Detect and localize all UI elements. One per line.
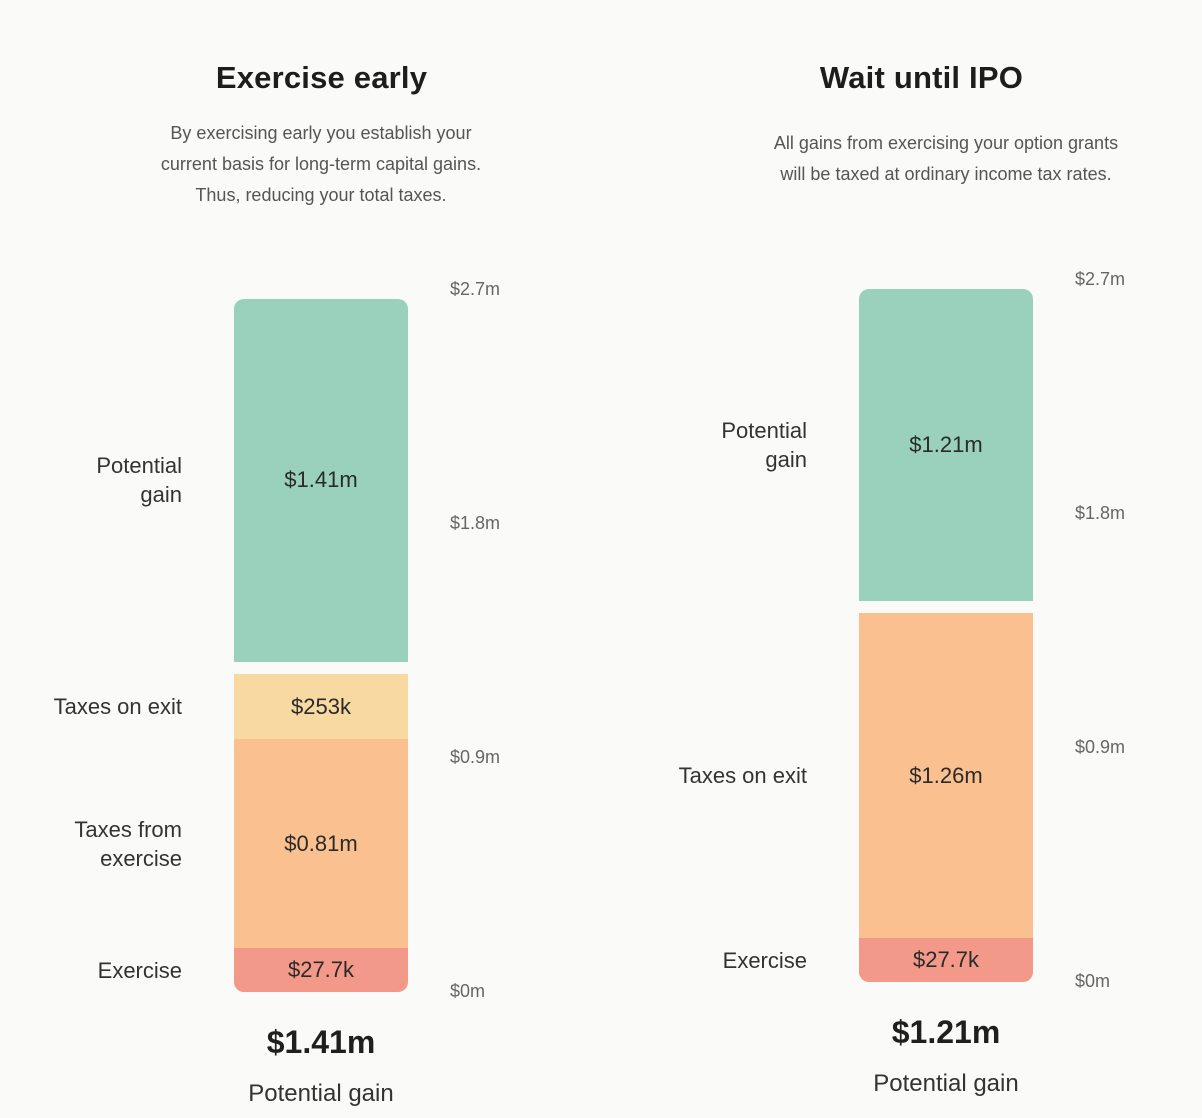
bar-value-label: $27.7k [912,947,980,972]
subtitle-line: will be taxed at ordinary income tax rat… [780,164,1112,184]
bar-value-label: $1.41m [284,467,358,493]
chart-subtitle: By exercising early you establish your cu… [110,118,532,211]
bar-segment-potential-gain: $1.21m [859,289,1033,602]
segment-label-line: Taxes from [74,816,182,842]
bar-segment-taxes-on-exit: $1.26m [859,613,1033,938]
y-tick-label: $2.7m [1075,269,1126,289]
bar-value-label: $0.81m [284,830,358,856]
total-label: Potential gain [248,1080,394,1107]
y-tick-label: $2.7m [450,279,501,299]
bar-segment-exercise: $27.7k [234,948,408,992]
bar-segment-exercise: $27.7k [859,938,1033,982]
segment-label: Taxes on exit [627,761,807,790]
subtitle-line: current basis for long-term capital gain… [160,154,482,174]
segment-label-line: exercise [100,845,182,871]
segment-label: Exercise [627,946,807,975]
segment-label: Potential gain [2,451,182,509]
y-tick-label: $0m [450,981,486,1001]
y-tick-label: $1.8m [450,513,501,533]
segment-label: Exercise [2,956,182,985]
total-value: $1.21m [891,1014,1001,1050]
segment-label-line: Exercise [97,957,182,983]
bar-value-label: $27.7k [287,957,355,982]
segment-label-line: gain [140,482,182,508]
chart-wait-until-ipo: Wait until IPO All gains from exercising … [625,0,1202,1118]
bar-value-label: $253k [291,693,351,719]
segment-label: Potential gain [627,416,807,474]
segment-label-line: Taxes on exit [678,763,807,789]
y-tick-label: $0m [1075,971,1111,991]
y-tick-label: $1.8m [1075,503,1126,523]
chart-title: Exercise early [215,60,428,95]
segment-label: Taxes on exit [2,692,182,721]
segment-label-line: Potential [721,418,807,444]
subtitle-line: By exercising early you establish your [170,123,472,143]
bar-segment-potential-gain: $1.41m [234,298,408,662]
bar-value-label: $1.26m [909,762,983,788]
y-tick-label: $0.9m [1075,737,1126,757]
total-label: Potential gain [873,1070,1019,1097]
segment-label-line: Exercise [722,947,807,973]
segment-label-line: gain [765,447,807,473]
subtitle-line: All gains from exercising your option gr… [773,133,1119,153]
segment-label-line: Taxes on exit [53,694,182,720]
bar-segment-taxes-on-exit: $253k [234,673,408,740]
y-tick-label: $0.9m [450,747,501,767]
bar-segment-taxes-from-exercise: $0.81m [234,739,408,948]
bar-value-label: $1.21m [909,432,983,458]
segment-label: Taxes from exercise [2,815,182,873]
chart-subtitle: All gains from exercising your option gr… [739,128,1153,190]
total-value: $1.41m [266,1024,376,1060]
subtitle-line: Thus, reducing your total taxes. [195,185,447,205]
chart-exercise-early: Exercise early By exercising early you es… [2,60,532,1107]
segment-label-line: Potential [96,453,182,479]
chart-title: Wait until IPO [819,60,1024,95]
